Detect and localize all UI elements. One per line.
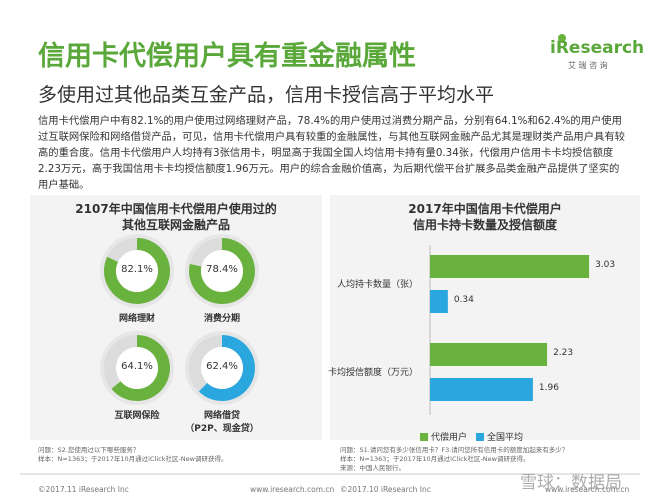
donut-hole [201, 347, 243, 389]
value-label: 2.23 [553, 348, 574, 358]
donut-hole [116, 250, 158, 292]
notes: 问题：S1.请问您有多少张信用卡？F3.请问您所有信用卡的额度加起来有多少？ 样… [340, 446, 569, 472]
donut-arc [198, 335, 255, 401]
value-label: 62.4% [206, 361, 238, 372]
logo-dot [558, 34, 566, 42]
footer-copyright: ©2017.10 iResearch Inc [340, 485, 431, 494]
footer-copyright: ©2017.11 iResearch Inc [38, 485, 129, 494]
category-label: 消费分期 [203, 314, 240, 324]
chart-title: 2107年中国信用卡代偿用户使用过的 其他互联网金融产品 [75, 202, 277, 232]
value-label: 0.34 [453, 295, 474, 305]
legend-label: 代偿用户 [431, 433, 468, 443]
value-label: 78.4% [206, 264, 238, 275]
category-label: 互联网保险 [114, 411, 160, 421]
bar [430, 255, 590, 278]
donut-arc [111, 335, 170, 401]
logo-cn: 艾 瑞 咨 询 [568, 61, 608, 70]
category-label: 卡均授信额度（万元） [327, 368, 418, 378]
left-panel [30, 195, 322, 440]
donut-hole [201, 250, 243, 292]
bar [430, 290, 448, 313]
watermark: 雪球：数据局 [520, 473, 622, 493]
title: 信用卡代偿用户具有重金融属性 [38, 41, 416, 72]
donut-hole [116, 347, 158, 389]
bar [430, 343, 548, 366]
legend-swatch [420, 433, 428, 441]
chart-title: 2017年中国信用卡代偿用户 信用卡持卡数量及授信额度 [408, 202, 562, 232]
legend-swatch [476, 433, 484, 441]
footer-url: www.iresearch.com.cn [545, 485, 630, 494]
donut-arc [189, 238, 255, 304]
logo: iResearch [550, 38, 645, 58]
value-label: 82.1% [121, 264, 153, 275]
donut-arc [104, 238, 170, 304]
body-text: 信用卡代偿用户中有82.1%的用户使用过网络理财产品，78.4%的用户使用过消费… [38, 115, 625, 191]
footer-url: www.iresearch.com.cn [250, 485, 335, 494]
legend-label: 全国平均 [487, 433, 524, 443]
category-label: 网络理财 [118, 314, 155, 324]
category-label: 网络借贷 （P2P、现金贷） [185, 411, 259, 434]
subtitle: 多使用过其他品类互金产品，信用卡授信高于平均水平 [38, 84, 495, 106]
value-label: 64.1% [121, 361, 153, 372]
notes: 问题：S2.您使用过以下哪些服务？ 样本：N=1363；于2017年10月通过i… [38, 446, 228, 463]
bar [430, 378, 533, 401]
value-label: 1.96 [538, 383, 559, 393]
value-label: 3.03 [595, 260, 616, 270]
category-label: 人均持卡数量（张） [336, 280, 418, 290]
